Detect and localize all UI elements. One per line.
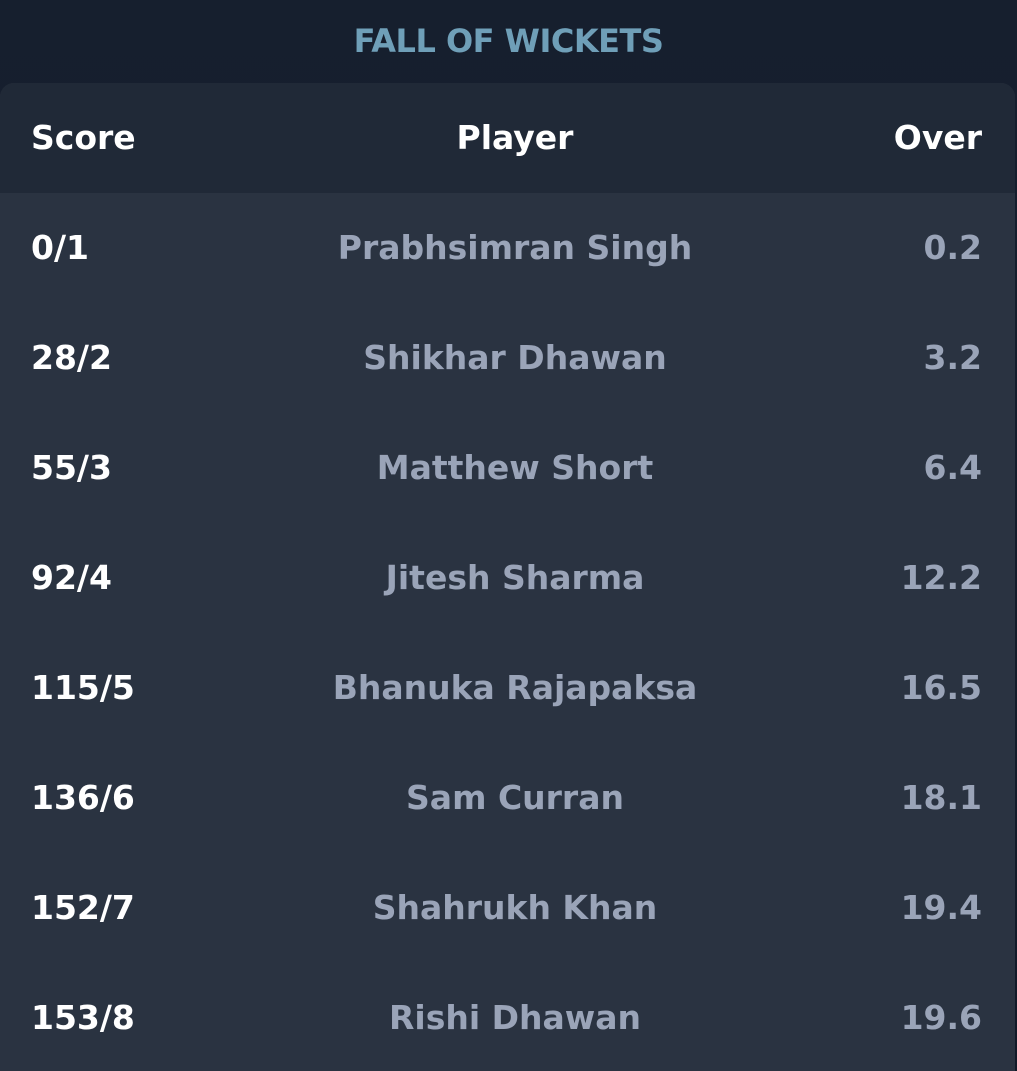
wicket-score: 92/4 <box>31 558 112 597</box>
wicket-over: 19.4 <box>900 888 982 927</box>
table-row: 152/7 Shahrukh Khan 19.4 <box>0 853 1015 963</box>
wicket-player: Matthew Short <box>376 448 654 487</box>
header-player: Player <box>456 118 574 157</box>
header-score: Score <box>31 118 136 157</box>
wicket-player: Shikhar Dhawan <box>363 338 667 377</box>
wicket-player: Sam Curran <box>406 778 624 817</box>
wicket-over: 0.2 <box>923 228 982 267</box>
wicket-score: 55/3 <box>31 448 112 487</box>
wicket-player: Rishi Dhawan <box>388 998 642 1037</box>
wicket-over: 3.2 <box>923 338 982 377</box>
table-header: Score Player Over <box>0 83 1015 193</box>
wicket-score: 115/5 <box>31 668 135 707</box>
section-title: FALL OF WICKETS <box>353 22 664 60</box>
wicket-score: 152/7 <box>31 888 135 927</box>
wicket-player: Prabhsimran Singh <box>337 228 693 267</box>
wicket-player: Shahrukh Khan <box>372 888 658 927</box>
wicket-player: Bhanuka Rajapaksa <box>332 668 698 707</box>
wicket-score: 136/6 <box>31 778 135 817</box>
wicket-over: 18.1 <box>900 778 982 817</box>
table-row: 153/8 Rishi Dhawan 19.6 <box>0 963 1015 1071</box>
wicket-over: 12.2 <box>900 558 982 597</box>
wicket-over: 16.5 <box>900 668 982 707</box>
wicket-score: 28/2 <box>31 338 112 377</box>
table-row: 0/1 Prabhsimran Singh 0.2 <box>0 193 1015 303</box>
table-row: 92/4 Jitesh Sharma 12.2 <box>0 523 1015 633</box>
wicket-over: 6.4 <box>923 448 982 487</box>
wicket-score: 0/1 <box>31 228 89 267</box>
header-over: Over <box>893 118 982 157</box>
fall-of-wickets-table: Score Player Over 0/1 Prabhsimran Singh … <box>0 83 1015 1071</box>
table-row: 55/3 Matthew Short 6.4 <box>0 413 1015 523</box>
wicket-score: 153/8 <box>31 998 135 1037</box>
wicket-over: 19.6 <box>900 998 982 1037</box>
table-row: 28/2 Shikhar Dhawan 3.2 <box>0 303 1015 413</box>
wicket-player: Jitesh Sharma <box>385 558 645 597</box>
table-row: 115/5 Bhanuka Rajapaksa 16.5 <box>0 633 1015 743</box>
table-row: 136/6 Sam Curran 18.1 <box>0 743 1015 853</box>
